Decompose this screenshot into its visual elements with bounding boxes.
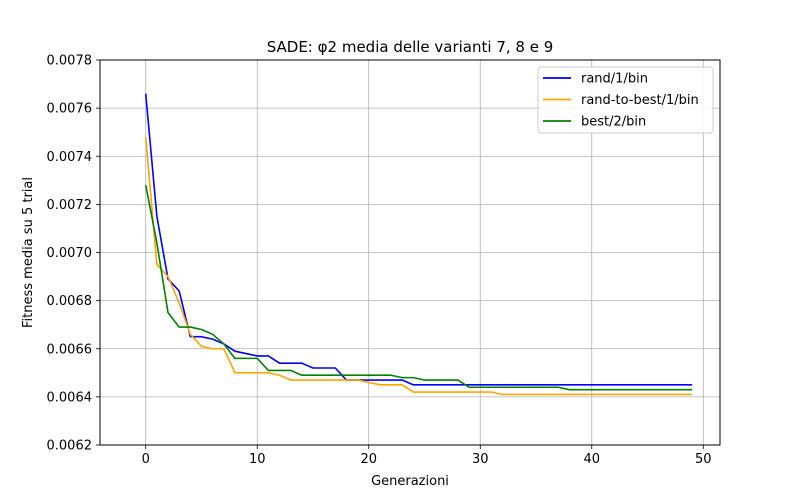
legend-label: rand-to-best/1/bin — [581, 93, 699, 108]
legend-box — [537, 66, 714, 134]
y-tick-label: 0.0074 — [47, 150, 93, 165]
x-axis-ticks: 0 10 20 30 40 50 — [142, 445, 712, 467]
legend-label: rand/1/bin — [581, 72, 648, 87]
y-tick-label: 0.0072 — [47, 198, 93, 213]
chart-title: SADE: φ2 media delle varianti 7, 8 e 9 — [267, 38, 554, 56]
series-line — [144, 136, 693, 396]
legend: rand/1/bin rand-to-best/1/bin best/2/bin — [537, 66, 714, 134]
series-line — [144, 184, 693, 391]
x-tick-label: 10 — [249, 452, 266, 467]
y-axis-label: Fitness media su 5 trial — [21, 177, 36, 328]
y-tick-label: 0.0068 — [47, 294, 93, 309]
y-tick-label: 0.0070 — [47, 246, 93, 261]
x-tick-label: 50 — [695, 452, 712, 467]
legend-label: best/2/bin — [581, 115, 646, 130]
x-tick-label: 40 — [583, 452, 600, 467]
y-tick-label: 0.0064 — [47, 390, 93, 405]
x-tick-label: 0 — [142, 452, 150, 467]
series-lines — [144, 93, 693, 396]
series-line — [144, 93, 693, 386]
y-axis-ticks: 0.0062 0.0064 0.0066 0.0068 0.0070 0.0072 0.00… — [47, 54, 100, 454]
y-tick-label: 0.0076 — [47, 102, 93, 117]
x-tick-label: 20 — [360, 452, 377, 467]
y-tick-label: 0.0066 — [47, 342, 93, 357]
y-tick-label: 0.0078 — [47, 54, 93, 69]
x-axis-label: Generazioni — [371, 474, 449, 489]
y-tick-label: 0.0062 — [47, 439, 93, 454]
x-tick-label: 30 — [472, 452, 489, 467]
